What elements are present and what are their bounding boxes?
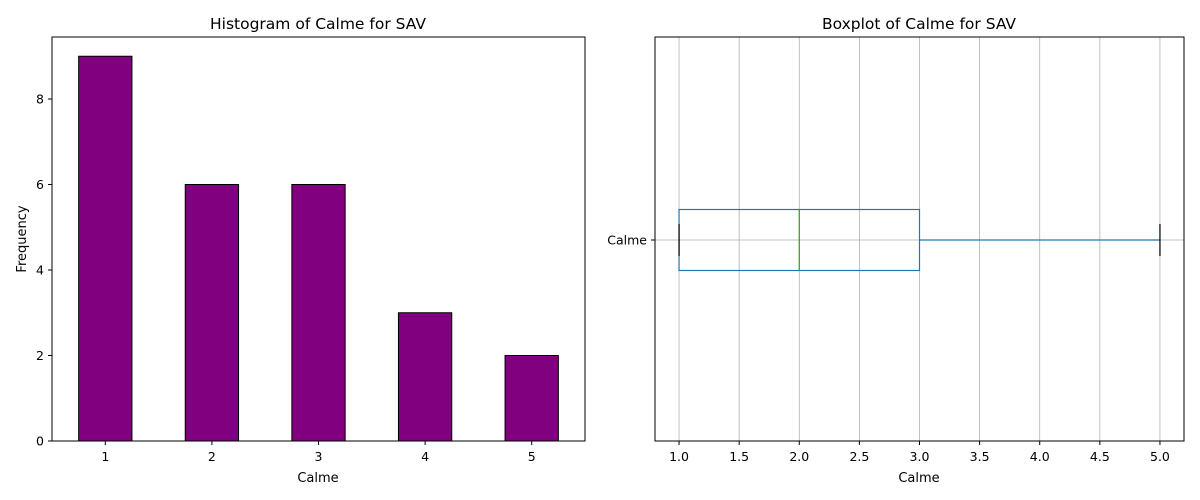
- boxplot-x-tick-label: 2.5: [849, 449, 869, 464]
- boxplot-panel: Boxplot of Calme for SAV 1.0 1.5 2.0 2.5 3.0…: [607, 15, 1185, 486]
- histogram-x-tick-label: 1: [101, 449, 109, 464]
- histogram-bar: [184, 183, 240, 442]
- histogram-bar: [291, 183, 346, 442]
- boxplot-x-tick-label: 3.5: [970, 449, 990, 464]
- boxplot-x-tick-label: 2.0: [789, 449, 809, 464]
- boxplot-x-tick-label: 3.0: [910, 449, 930, 464]
- histogram-x-tick-label: 5: [528, 449, 536, 464]
- boxplot-x-tick-label: 1.0: [669, 449, 689, 464]
- histogram-y-tick-label: 8: [36, 91, 44, 106]
- histogram-x-tick-label: 2: [208, 449, 216, 464]
- histogram-y-label: Frequency: [15, 205, 30, 272]
- boxplot-y-ticks: Calme: [607, 233, 655, 248]
- histogram-y-tick-label: 4: [36, 262, 44, 277]
- histogram-y-ticks: 0 2 4 6 8: [36, 91, 52, 449]
- boxplot-y-tick-label: Calme: [607, 233, 647, 248]
- histogram-x-tick-label: 3: [315, 449, 323, 464]
- boxplot-x-ticks: 1.0 1.5 2.0 2.5 3.0 3.5 4.0 4.5 5.0: [669, 441, 1170, 464]
- boxplot-title: Boxplot of Calme for SAV: [822, 15, 1016, 33]
- histogram-panel: Histogram of Calme for SAV 1 2 3 4 5 0 2 4 6 8 C…: [15, 15, 586, 486]
- histogram-bar: [78, 55, 133, 442]
- boxplot-x-tick-label: 4.0: [1030, 449, 1050, 464]
- boxplot-x-tick-label: 4.5: [1090, 449, 1110, 464]
- boxplot-x-tick-label: 1.5: [729, 449, 749, 464]
- histogram-x-label: Calme: [297, 471, 338, 486]
- histogram-x-ticks: 1 2 3 4 5: [101, 441, 536, 464]
- histogram-y-tick-label: 0: [36, 434, 44, 449]
- boxplot-x-label: Calme: [898, 471, 939, 486]
- histogram-y-tick-label: 2: [36, 348, 44, 363]
- histogram-bar: [504, 354, 559, 442]
- histogram-title: Histogram of Calme for SAV: [210, 15, 426, 33]
- boxplot-elements: [678, 208, 1161, 272]
- boxplot-x-tick-label: 5.0: [1150, 449, 1170, 464]
- histogram-y-tick-label: 6: [36, 177, 44, 192]
- histogram-bars: [78, 55, 559, 442]
- histogram-x-tick-label: 4: [421, 449, 429, 464]
- histogram-bar: [397, 312, 453, 442]
